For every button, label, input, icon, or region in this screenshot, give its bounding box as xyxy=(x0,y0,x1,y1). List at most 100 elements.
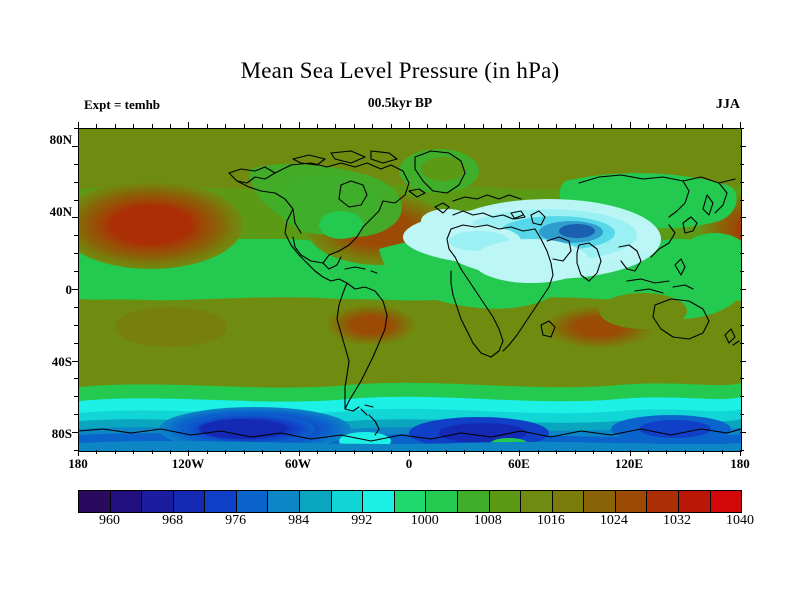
xtick-minor-top xyxy=(575,124,576,128)
ytick-minor xyxy=(74,414,78,415)
season-label: JJA xyxy=(715,97,740,112)
xtick-minor xyxy=(427,450,428,454)
xtick-minor-top xyxy=(483,124,484,128)
xtick-minor xyxy=(464,450,465,454)
ytick-major-right xyxy=(740,217,746,218)
xtick-major xyxy=(630,450,631,456)
experiment-label: Expt = temhb xyxy=(84,97,161,112)
xtick-label-0: 0 xyxy=(405,456,413,471)
xtick-minor xyxy=(501,450,502,454)
xtick-minor xyxy=(593,450,594,454)
ytick-minor xyxy=(74,343,78,344)
colorbar-swatch xyxy=(584,491,616,512)
ytick-label-0: 0 xyxy=(65,282,73,297)
xtick-minor-top xyxy=(666,124,667,128)
xtick-major-top xyxy=(78,122,79,128)
colorbar-swatch xyxy=(173,491,206,512)
xtick-minor xyxy=(225,450,226,454)
xtick-minor-top xyxy=(354,124,355,128)
xtick-minor xyxy=(280,450,281,454)
xtick-major-top xyxy=(630,122,631,128)
colorbar-swatch xyxy=(236,491,269,512)
xtick-minor xyxy=(335,450,336,454)
xtick-minor-top xyxy=(152,124,153,128)
ytick-major xyxy=(72,289,78,290)
xtick-minor-top xyxy=(133,124,134,128)
ytick-minor-right xyxy=(740,182,744,183)
xtick-minor-top xyxy=(115,124,116,128)
ytick-major-right xyxy=(740,432,746,433)
xtick-minor xyxy=(96,450,97,454)
colorbar-tick-label: 1024 xyxy=(599,513,628,528)
xtick-major-top xyxy=(299,122,300,128)
colorbar-tick-label: 984 xyxy=(288,513,310,528)
ytick-minor-right xyxy=(740,128,744,129)
ytick-major-right xyxy=(740,361,746,362)
ytick-minor xyxy=(74,396,78,397)
xtick-minor-top xyxy=(225,124,226,128)
ytick-minor-right xyxy=(740,343,744,344)
xtick-minor-top xyxy=(335,124,336,128)
colorbar-swatch xyxy=(268,491,301,512)
ytick-minor-right xyxy=(740,378,744,379)
ytick-major-right xyxy=(740,289,746,290)
ytick-minor-right xyxy=(740,235,744,236)
xtick-minor xyxy=(685,450,686,454)
xtick-label-120e: 120E xyxy=(614,456,644,471)
ytick-label-40s: 40S xyxy=(51,354,72,369)
colorbar-swatch xyxy=(300,491,332,512)
ytick-minor xyxy=(74,271,78,272)
colorbar-swatch xyxy=(394,491,427,512)
xtick-minor xyxy=(575,450,576,454)
xtick-minor xyxy=(666,450,667,454)
ytick-label-40n: 40N xyxy=(49,204,72,219)
xtick-minor-top xyxy=(703,124,704,128)
colorbar xyxy=(78,490,742,513)
colorbar-swatch xyxy=(710,491,742,512)
xtick-minor-top xyxy=(244,124,245,128)
colorbar-swatch xyxy=(552,491,585,512)
ytick-minor xyxy=(74,128,78,129)
xtick-major xyxy=(519,450,520,456)
ytick-minor xyxy=(74,200,78,201)
colorbar-tick-label: 968 xyxy=(162,513,184,528)
xtick-major-top xyxy=(519,122,520,128)
xtick-minor-top xyxy=(722,124,723,128)
ytick-major xyxy=(72,217,78,218)
ytick-minor-right xyxy=(740,450,744,451)
xtick-minor-top xyxy=(427,124,428,128)
colorbar-swatch xyxy=(79,491,111,512)
xtick-minor-top xyxy=(538,124,539,128)
xtick-minor-top xyxy=(280,124,281,128)
xtick-minor xyxy=(317,450,318,454)
xtick-major-top xyxy=(740,122,741,128)
xtick-minor-top xyxy=(391,124,392,128)
xtick-major xyxy=(188,450,189,456)
xtick-minor xyxy=(115,450,116,454)
xtick-major-top xyxy=(188,122,189,128)
ytick-minor-right xyxy=(740,164,744,165)
colorbar-swatch xyxy=(615,491,648,512)
xtick-label-60w: 60W xyxy=(285,456,311,471)
ytick-major-right xyxy=(740,146,746,147)
xtick-minor-top xyxy=(611,124,612,128)
colorbar-tick-label: 1000 xyxy=(410,513,439,528)
colorbar-swatch xyxy=(678,491,711,512)
xtick-minor-top xyxy=(685,124,686,128)
colorbar-swatch xyxy=(110,491,143,512)
colorbar-tick-label: 992 xyxy=(351,513,373,528)
ytick-minor-right xyxy=(740,253,744,254)
xtick-minor xyxy=(133,450,134,454)
ytick-minor xyxy=(74,378,78,379)
xtick-minor-top xyxy=(317,124,318,128)
xtick-minor-top xyxy=(372,124,373,128)
xtick-major xyxy=(740,450,741,456)
xtick-label-180w: 180 xyxy=(68,456,88,471)
ytick-minor-right xyxy=(740,396,744,397)
xtick-minor xyxy=(207,450,208,454)
ytick-minor xyxy=(74,450,78,451)
xtick-minor-top xyxy=(648,124,649,128)
xtick-minor xyxy=(722,450,723,454)
xtick-major-top xyxy=(409,122,410,128)
